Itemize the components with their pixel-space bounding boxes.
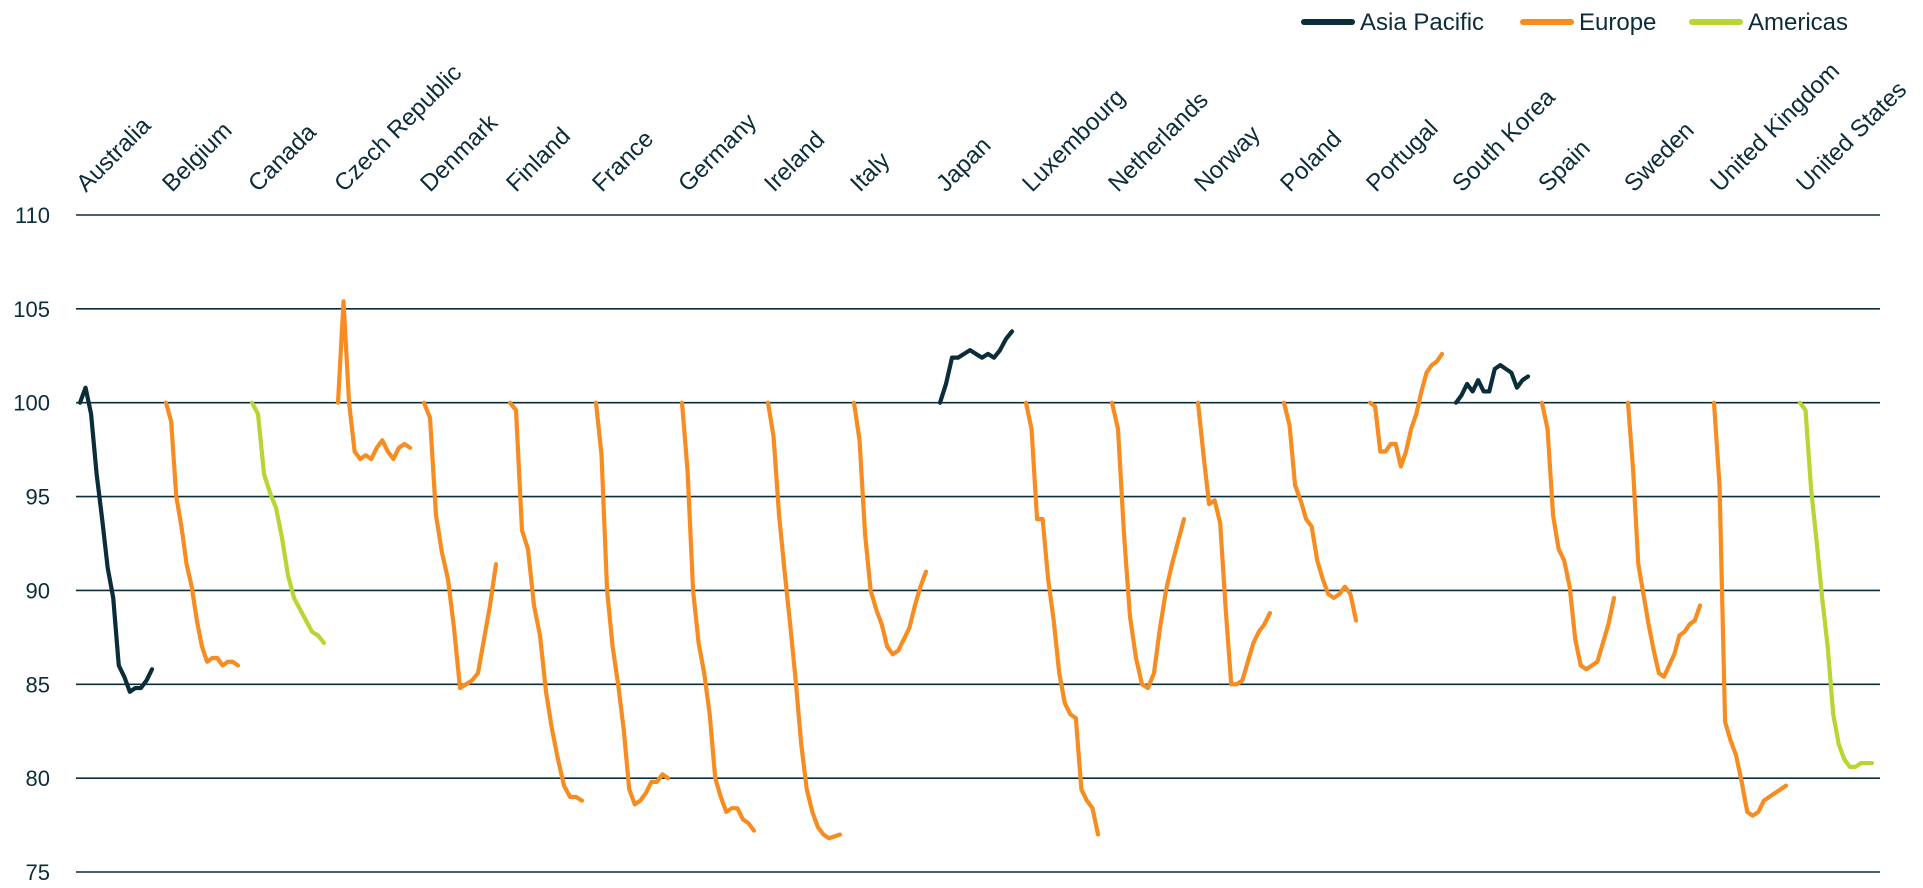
series-line-poland — [1281, 400, 1359, 623]
y-tick-75: 75 — [26, 860, 50, 885]
series-line-portugal — [1367, 351, 1445, 469]
series-line-sweden — [1625, 400, 1703, 679]
series-line-canada — [249, 400, 327, 646]
y-tick-95: 95 — [26, 485, 50, 510]
legend-layer: Asia Pacific Europe Americas — [1301, 9, 1848, 36]
y-tick-85: 85 — [26, 672, 50, 697]
series-line-australia — [77, 385, 155, 694]
x-category-label-denmark: Denmark — [415, 109, 504, 198]
y-tick-100: 100 — [13, 391, 50, 416]
grid-layer — [76, 214, 1880, 873]
y-tick-80: 80 — [26, 766, 50, 791]
x-category-label-portugal: Portugal — [1361, 115, 1443, 197]
series-line-south-korea — [1453, 363, 1531, 405]
series-line-united-states — [1797, 400, 1875, 769]
series-line-finland — [507, 400, 585, 803]
legend-label-americas: Americas — [1748, 9, 1848, 36]
x-category-label-france: France — [587, 125, 659, 197]
series-line-germany — [679, 400, 757, 833]
series-line-belgium — [163, 400, 241, 668]
label-layer: 110 105 100 95 90 85 80 75 Australia Belgium Canad… — [13, 57, 1912, 885]
x-category-label-norway: Norway — [1189, 121, 1266, 198]
series-line-united-kingdom — [1711, 400, 1789, 818]
series-line-japan — [937, 329, 1015, 405]
x-category-label-italy: Italy — [845, 147, 895, 197]
x-category-label-australia: Australia — [71, 112, 157, 198]
x-category-label-sweden: Sweden — [1619, 117, 1699, 197]
x-category-label-poland: Poland — [1275, 125, 1347, 197]
x-category-label-finland: Finland — [501, 122, 576, 197]
series-line-netherlands — [1109, 400, 1187, 691]
y-tick-105: 105 — [13, 297, 50, 322]
legend-label-asia-pacific: Asia Pacific — [1360, 9, 1484, 36]
x-category-label-belgium: Belgium — [157, 117, 237, 197]
series-line-denmark — [421, 400, 499, 691]
series-layer — [77, 299, 1875, 841]
series-line-czech-republic — [335, 299, 413, 462]
legend-label-europe: Europe — [1579, 9, 1656, 36]
x-category-label-germany: Germany — [673, 108, 762, 197]
series-line-luxembourg — [1023, 400, 1101, 837]
y-tick-110: 110 — [15, 203, 50, 228]
series-line-spain — [1539, 400, 1617, 672]
x-category-label-ireland: Ireland — [759, 126, 830, 197]
x-category-label-spain: Spain — [1533, 135, 1596, 198]
series-line-ireland — [765, 400, 843, 841]
x-category-label-japan: Japan — [931, 132, 996, 197]
series-line-france — [593, 400, 671, 807]
series-line-italy — [851, 400, 929, 657]
x-category-label-canada: Canada — [243, 118, 322, 197]
series-line-norway — [1195, 400, 1273, 687]
y-tick-90: 90 — [26, 578, 50, 603]
